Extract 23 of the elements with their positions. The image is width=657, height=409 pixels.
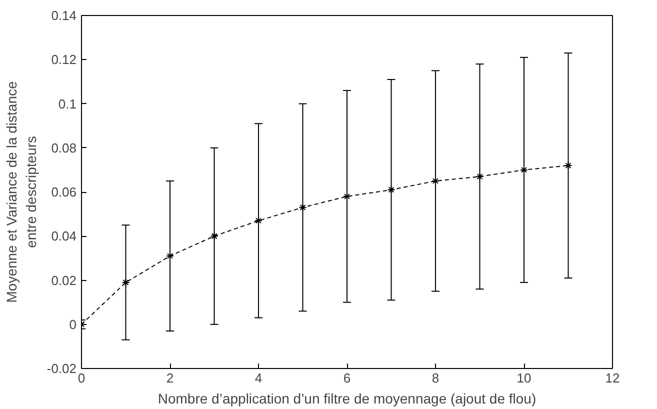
y-axis-title: Moyenne et Variance de la distance entre descripteurs [4,81,39,303]
point [298,203,307,212]
x-tick-label: 4 [254,370,262,386]
y-tick-label: 0.1 [58,96,77,112]
y-tick-label: 0 [69,316,77,332]
x-tick-label: 12 [605,370,620,386]
y-tick-label: 0.08 [51,140,77,156]
x-tick-label: 2 [166,370,174,386]
y-tick-label: -0.02 [46,361,77,376]
y-tick-label: 0.02 [51,272,77,288]
x-axis-title: Nombre d’application d’un filtre de moyennage (ajout de flou) [158,390,536,406]
point [122,278,130,286]
y-tick-label: 0.12 [51,52,77,68]
x-tick-label: 8 [432,370,440,386]
y-tick-label: 0.14 [51,8,77,23]
x-tick-label: 10 [516,370,532,386]
point [476,172,484,181]
point [564,162,572,170]
point [387,186,396,194]
x-tick-label: 6 [343,370,351,386]
y-tick-label: 0.06 [51,184,77,200]
point [210,232,218,240]
y-tick-label: 0.04 [51,228,77,244]
